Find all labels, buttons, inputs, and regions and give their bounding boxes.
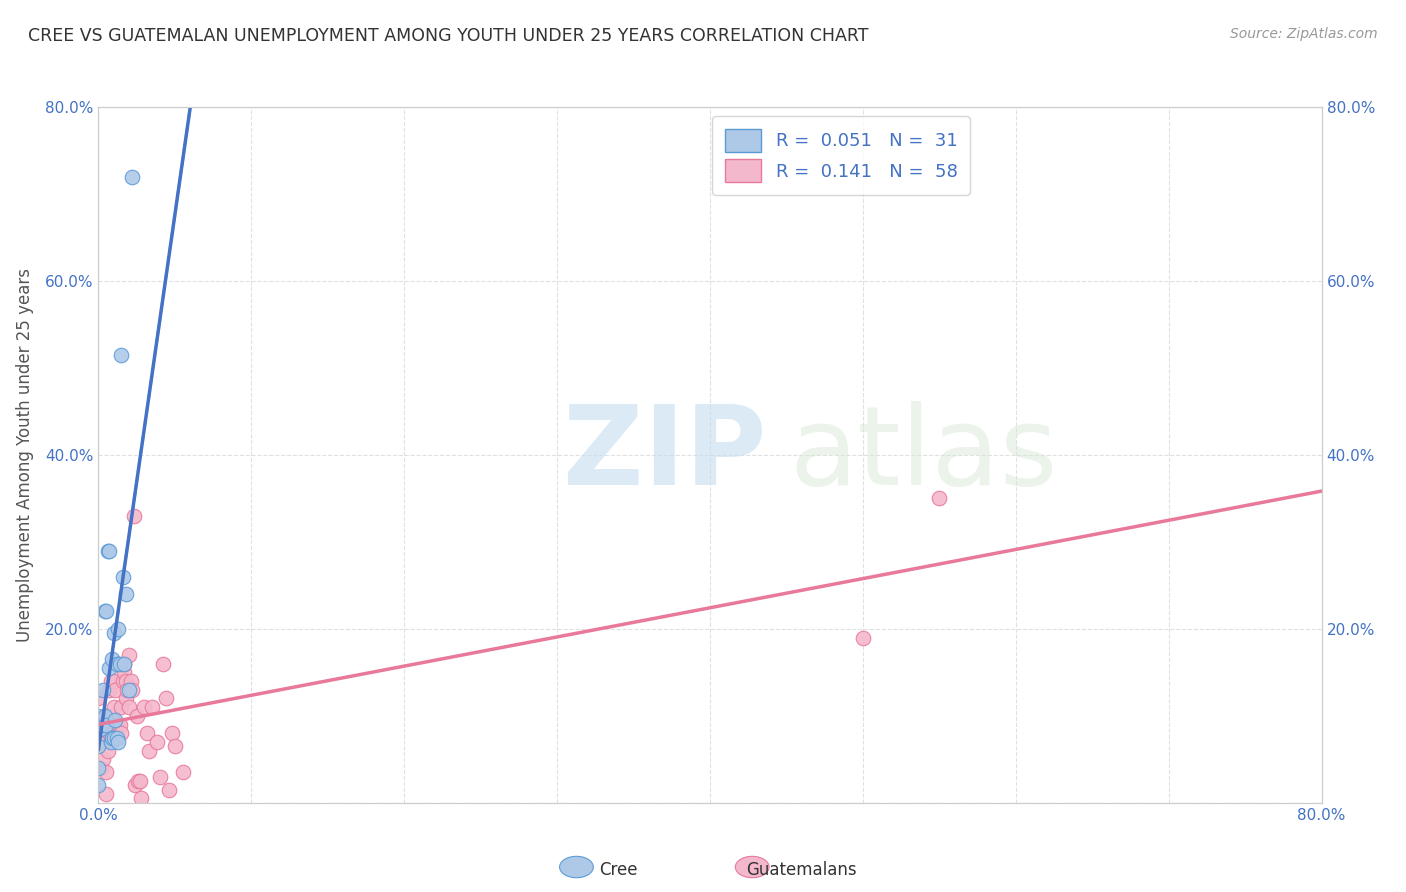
Point [110, 700, 132, 714]
Point [105, 657, 128, 671]
Point [128, 774, 150, 789]
Point [91, 682, 114, 697]
Legend: R =  0.051   N =  31, R =  0.141   N =  58: R = 0.051 N = 31, R = 0.141 N = 58 [713, 116, 970, 195]
Point [112, 665, 135, 680]
Point [90, 717, 112, 731]
Point [98, 726, 121, 740]
Point [108, 717, 131, 731]
Point [87, 708, 110, 723]
Text: Guatemalans: Guatemalans [747, 861, 856, 879]
Point [94, 787, 117, 801]
Point [107, 622, 129, 636]
Point [93, 708, 115, 723]
Point [172, 765, 194, 780]
Point [94, 708, 117, 723]
Point [115, 691, 138, 706]
Point [98, 543, 121, 558]
Point [157, 782, 180, 797]
Point [103, 731, 125, 745]
Point [163, 739, 186, 754]
Point [87, 761, 110, 775]
Point [98, 682, 121, 697]
Point [103, 674, 125, 689]
Point [852, 631, 875, 645]
Point [103, 626, 125, 640]
Point [112, 657, 135, 671]
Point [87, 726, 110, 740]
Point [115, 587, 138, 601]
Point [93, 735, 115, 749]
Point [100, 726, 122, 740]
Point [87, 735, 110, 749]
Point [98, 661, 121, 675]
Point [97, 543, 120, 558]
Point [101, 652, 124, 666]
Point [152, 657, 174, 671]
Point [100, 735, 122, 749]
Point [111, 570, 134, 584]
Point [87, 731, 110, 745]
Point [108, 657, 131, 671]
Point [93, 605, 115, 619]
Point [110, 726, 132, 740]
Point [117, 682, 139, 697]
Point [118, 648, 141, 662]
Text: Cree: Cree [599, 861, 638, 879]
Point [94, 765, 117, 780]
Point [124, 778, 146, 792]
Point [93, 735, 115, 749]
Point [90, 761, 112, 775]
Point [107, 657, 129, 671]
Point [105, 731, 128, 745]
Point [155, 691, 177, 706]
Point [112, 657, 135, 671]
Point [103, 726, 125, 740]
Point [129, 791, 152, 805]
Point [145, 735, 167, 749]
Point [104, 682, 127, 697]
Point [928, 491, 950, 506]
Point [91, 752, 114, 766]
Point [100, 674, 122, 689]
Point [94, 717, 117, 731]
Point [94, 605, 117, 619]
Text: CREE VS GUATEMALAN UNEMPLOYMENT AMONG YOUTH UNDER 25 YEARS CORRELATION CHART: CREE VS GUATEMALAN UNEMPLOYMENT AMONG YO… [28, 27, 869, 45]
Y-axis label: Unemployment Among Youth under 25 years: Unemployment Among Youth under 25 years [15, 268, 34, 642]
Point [110, 348, 132, 362]
Point [103, 700, 125, 714]
Point [105, 657, 128, 671]
Point [134, 700, 156, 714]
Point [120, 674, 142, 689]
Point [118, 700, 141, 714]
Text: Source: ZipAtlas.com: Source: ZipAtlas.com [1230, 27, 1378, 41]
Point [104, 713, 127, 727]
Circle shape [735, 856, 769, 878]
Point [97, 744, 120, 758]
Point [160, 726, 183, 740]
Point [89, 722, 111, 736]
Text: ZIP: ZIP [564, 401, 766, 508]
Point [111, 674, 134, 689]
Point [127, 774, 149, 789]
Point [118, 682, 141, 697]
Point [149, 770, 172, 784]
Point [141, 700, 163, 714]
Point [101, 731, 124, 745]
Point [115, 674, 138, 689]
Point [122, 508, 145, 523]
Point [87, 691, 110, 706]
Point [105, 717, 128, 731]
Point [107, 735, 129, 749]
Point [138, 744, 160, 758]
Point [87, 778, 110, 792]
Point [87, 739, 110, 754]
Point [121, 169, 143, 184]
Point [125, 708, 148, 723]
Text: atlas: atlas [790, 401, 1059, 508]
Point [101, 713, 124, 727]
Point [136, 726, 159, 740]
Point [101, 708, 124, 723]
Circle shape [560, 856, 593, 878]
Point [121, 682, 143, 697]
